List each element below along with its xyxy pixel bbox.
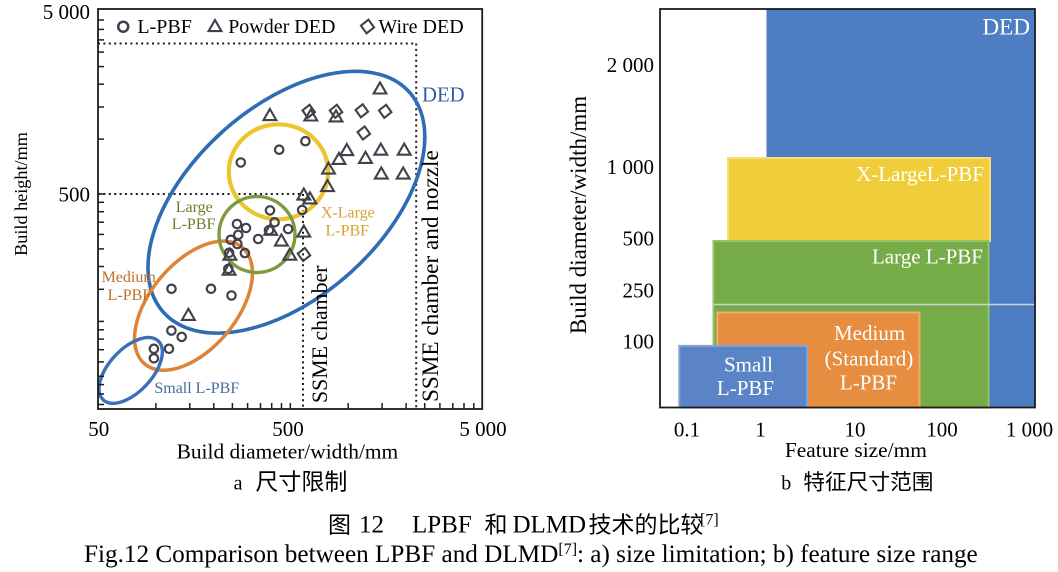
svg-text:500: 500 xyxy=(623,226,655,250)
svg-text:L-PBF: L-PBF xyxy=(326,222,370,239)
svg-text:1 000: 1 000 xyxy=(607,155,654,179)
svg-text:Small L-PBF: Small L-PBF xyxy=(154,380,239,397)
svg-text:L-PBF: L-PBF xyxy=(172,216,216,233)
svg-text:Feature size/mm: Feature size/mm xyxy=(785,438,927,462)
svg-text:2 000: 2 000 xyxy=(607,53,654,77)
svg-text:Medium: Medium xyxy=(834,321,905,345)
svg-text:1 000: 1 000 xyxy=(1006,418,1053,442)
svg-text:尺寸限制: 尺寸限制 xyxy=(255,469,347,495)
svg-text:1: 1 xyxy=(755,418,766,442)
svg-text:(Standard): (Standard) xyxy=(825,347,914,371)
svg-text:500: 500 xyxy=(272,417,304,441)
svg-text:10: 10 xyxy=(845,418,866,442)
svg-text:Build height/mm: Build height/mm xyxy=(11,132,31,256)
svg-text:X-LargeL-PBF: X-LargeL-PBF xyxy=(856,162,984,186)
svg-text:特征尺寸范围: 特征尺寸范围 xyxy=(803,470,933,495)
svg-text:100: 100 xyxy=(926,418,958,442)
svg-text:X-Large: X-Large xyxy=(321,205,375,222)
svg-text:Large: Large xyxy=(176,199,213,216)
svg-text:5 000: 5 000 xyxy=(43,0,90,24)
svg-text:250: 250 xyxy=(623,278,655,302)
svg-text:L-PBF: L-PBF xyxy=(108,287,152,304)
svg-text:Build diameter/width/mm: Build diameter/width/mm xyxy=(566,96,591,334)
svg-text:SSME chamber: SSME chamber xyxy=(308,265,332,403)
svg-text:5 000: 5 000 xyxy=(459,417,506,441)
svg-text:b: b xyxy=(781,473,791,495)
svg-text:50: 50 xyxy=(88,417,109,441)
svg-text:500: 500 xyxy=(59,183,91,207)
svg-text:DED: DED xyxy=(422,85,465,107)
svg-text:Build diameter/width/mm: Build diameter/width/mm xyxy=(177,439,399,463)
svg-text:Medium: Medium xyxy=(102,269,157,286)
svg-text:SSME chamber and nozzle: SSME chamber and nozzle xyxy=(418,150,444,402)
svg-text:Wire DED: Wire DED xyxy=(378,16,463,38)
svg-text:100: 100 xyxy=(623,329,655,353)
svg-text:L-PBF: L-PBF xyxy=(840,371,897,395)
svg-text:L-PBF: L-PBF xyxy=(717,376,774,400)
svg-text:Fig.12 Comparison between LPBF: Fig.12 Comparison between LPBF and DLMD[… xyxy=(84,541,978,568)
svg-text:0.1: 0.1 xyxy=(674,418,700,442)
svg-text:L-PBF: L-PBF xyxy=(137,16,191,38)
svg-text:Large L-PBF: Large L-PBF xyxy=(872,245,983,269)
svg-text:DED: DED xyxy=(982,15,1030,41)
svg-text:Small: Small xyxy=(724,353,773,377)
svg-text:Powder DED: Powder DED xyxy=(228,16,335,38)
svg-text:a: a xyxy=(234,473,243,495)
